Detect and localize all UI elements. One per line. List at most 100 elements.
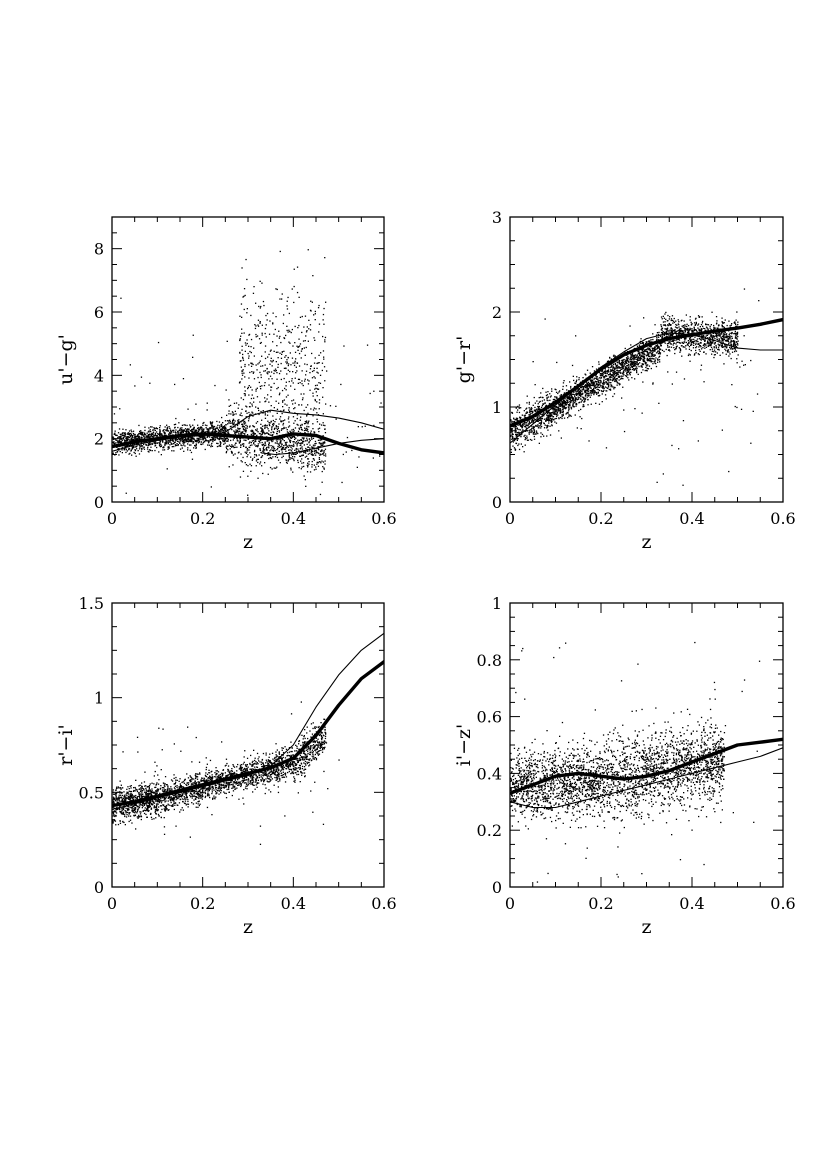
scatter-point	[305, 374, 307, 376]
scatter-point	[526, 439, 529, 441]
scatter-point	[524, 422, 526, 424]
scatter-point	[219, 443, 222, 446]
scatter-point	[572, 404, 574, 406]
scatter-point	[116, 434, 118, 437]
scatter-point	[600, 385, 602, 387]
scatter-point	[245, 452, 247, 454]
scatter-point	[571, 397, 573, 399]
scatter-point	[236, 440, 238, 442]
scatter-point	[291, 457, 293, 460]
scatter-point	[659, 352, 662, 354]
scatter-point	[541, 396, 543, 399]
scatter-point	[220, 428, 222, 431]
scatter-point	[209, 438, 211, 441]
scatter-point	[597, 389, 599, 391]
scatter-point	[567, 412, 569, 414]
scatter-point	[189, 430, 192, 432]
scatter-point	[295, 372, 297, 374]
scatter-point	[290, 437, 292, 439]
scatter-point	[232, 418, 235, 420]
scatter-point	[534, 418, 537, 421]
scatter-point	[280, 443, 283, 445]
scatter-point	[154, 449, 156, 452]
scatter-point	[250, 430, 252, 432]
scatter-point	[243, 288, 246, 290]
scatter-point	[187, 437, 189, 439]
scatter-point	[522, 424, 524, 426]
scatter-point	[128, 432, 130, 434]
scatter-point	[158, 433, 160, 435]
scatter-point	[290, 385, 292, 387]
scatter-point	[565, 404, 567, 406]
scatter-point	[574, 397, 576, 399]
scatter-point	[625, 359, 627, 361]
scatter-point	[294, 377, 296, 379]
scatter-point	[606, 381, 608, 383]
scatter-point	[572, 398, 575, 400]
scatter-point	[584, 384, 586, 387]
scatter-point	[215, 430, 217, 432]
scatter-point	[234, 444, 236, 446]
scatter-point	[154, 443, 156, 445]
scatter-point	[303, 465, 305, 468]
scatter-point	[524, 444, 526, 446]
scatter-point	[311, 446, 313, 448]
scatter-point	[196, 441, 198, 443]
scatter-point	[608, 378, 610, 380]
scatter-point	[592, 379, 594, 382]
scatter-point	[312, 395, 314, 397]
scatter-point	[273, 350, 275, 352]
scatter-point	[514, 429, 516, 431]
scatter-point	[249, 441, 251, 443]
scatter-point	[154, 441, 156, 443]
scatter-point	[212, 428, 215, 430]
scatter-point	[644, 362, 647, 364]
scatter-point	[515, 430, 517, 432]
scatter-point	[194, 445, 196, 447]
scatter-point	[267, 371, 269, 373]
scatter-point	[597, 381, 599, 383]
plot-frame-u-g	[111, 216, 385, 503]
scatter-point	[286, 429, 288, 431]
scatter-point	[198, 430, 200, 432]
scatter-point	[612, 374, 614, 376]
scatter-point	[615, 375, 617, 377]
scatter-point	[650, 360, 652, 362]
scatter-point	[321, 369, 323, 372]
scatter-point	[203, 437, 205, 439]
scatter-point	[648, 365, 651, 367]
scatter-point	[601, 372, 603, 375]
scatter-point	[521, 426, 524, 428]
scatter-point	[319, 443, 321, 445]
scatter-point	[279, 392, 281, 394]
scatter-point	[597, 379, 599, 381]
scatter-point	[273, 449, 275, 451]
scatter-point	[598, 363, 600, 365]
scatter-point	[304, 440, 307, 442]
scatter-point	[647, 341, 649, 343]
scatter-point	[242, 356, 244, 358]
scatter-point	[247, 475, 249, 477]
scatter-point	[281, 443, 283, 445]
scatter-point	[664, 342, 666, 344]
scatter-point	[623, 365, 625, 367]
scatter-point	[257, 376, 259, 379]
scatter-point	[606, 387, 608, 389]
scatter-point	[560, 437, 562, 439]
scatter-point	[177, 444, 179, 446]
scatter-point	[511, 438, 513, 440]
scatter-point	[277, 438, 279, 440]
scatter-point	[532, 432, 534, 434]
scatter-point	[525, 427, 528, 429]
scatter-point	[237, 420, 239, 423]
scatter-point	[255, 388, 257, 390]
scatter-point	[179, 442, 181, 444]
scatter-point	[250, 346, 252, 348]
scatter-point	[570, 407, 572, 409]
scatter-point	[226, 440, 228, 442]
scatter-point	[610, 370, 612, 372]
scatter-point	[612, 380, 614, 382]
scatter-point	[247, 352, 249, 355]
scatter-point	[209, 422, 212, 424]
scatter-point	[277, 386, 279, 389]
